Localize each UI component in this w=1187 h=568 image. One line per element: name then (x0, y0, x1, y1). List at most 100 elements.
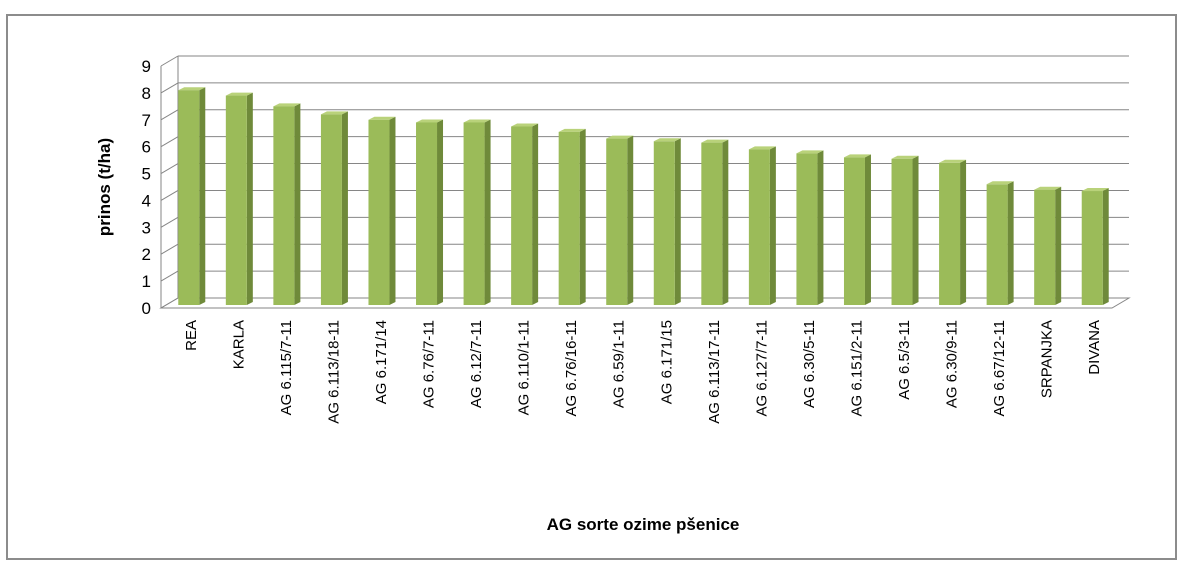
y-tick-label: 5 (142, 165, 151, 184)
y-tick-label: 3 (142, 218, 151, 237)
bar-side (722, 139, 729, 305)
x-tick-label: AG 6.115/7-11 (278, 320, 295, 415)
x-axis-title: AG sorte ozime pšenice (547, 515, 740, 534)
gridline-side (160, 82, 179, 94)
bar-chart: 0 1 2 3 4 5 6 7 8 9 REA KARLA AG 6.115/7-11 AG 6.113… (95, 55, 1131, 534)
bar-top (796, 150, 824, 154)
bar (320, 111, 348, 306)
bar-front (701, 142, 723, 305)
bar-front (463, 122, 485, 305)
x-tick-label: AG 6.151/2-11 (848, 320, 865, 416)
bar (606, 135, 634, 305)
x-tick-label: AG 6.110/1-11 (516, 320, 533, 415)
bar-front (558, 131, 580, 305)
bar-side (864, 154, 871, 305)
y-tick-label: 1 (142, 272, 151, 291)
axes (159, 56, 1131, 309)
bar-top (1034, 186, 1062, 190)
chart-area: 0 1 2 3 4 5 6 7 8 9 REA KARLA AG 6.115/7-11 AG 6.113… (6, 14, 1177, 560)
bar-top (511, 123, 539, 127)
bar-front (511, 126, 533, 305)
gridline-side (160, 163, 179, 174)
bar (1034, 186, 1062, 305)
gridline-side (160, 243, 179, 255)
bar-front (606, 138, 628, 305)
x-tick-label: DIVANA (1086, 320, 1103, 375)
bars (178, 87, 1109, 306)
bar-top (1081, 188, 1109, 192)
bar-top (606, 135, 634, 139)
bar-side (532, 123, 539, 305)
x-tick-label: AG 6.76/7-11 (421, 320, 438, 408)
bar-top (843, 154, 871, 158)
bar (1081, 188, 1109, 305)
bar-top (416, 119, 444, 123)
y-tick-labels: 0 1 2 3 4 5 6 7 8 9 (142, 57, 151, 318)
bar-top (653, 138, 681, 142)
bar-side (627, 135, 634, 305)
bar-side (817, 150, 824, 305)
x-tick-label: AG 6.30/9-11 (944, 320, 961, 408)
gridline-side (160, 55, 179, 67)
y-tick-label: 0 (142, 299, 151, 318)
x-tick-label: REA (183, 320, 200, 351)
bar (891, 155, 919, 305)
bar-side (389, 116, 396, 306)
bar (796, 150, 824, 305)
bar (653, 138, 681, 305)
bar-front (225, 95, 247, 305)
bar (939, 159, 967, 305)
bar (511, 123, 539, 305)
bar (273, 103, 301, 305)
bar (463, 119, 491, 305)
bar-side (579, 128, 586, 305)
x-tick-label: AG 6.127/7-11 (753, 320, 770, 416)
bar-front (273, 106, 295, 305)
bar (748, 146, 776, 305)
bar-front (748, 149, 770, 305)
bar-front (1081, 191, 1103, 305)
x-tick-label: AG 6.59/1-11 (611, 320, 628, 408)
bar-top (368, 116, 396, 120)
y-tick-label: 6 (142, 138, 151, 157)
bar-front (891, 158, 913, 305)
x-tick-label: KARLA (230, 320, 247, 369)
bar-front (320, 114, 342, 306)
bar-front (843, 157, 865, 305)
x-tick-label: AG 6.67/12-11 (991, 320, 1008, 416)
bar-top (558, 128, 586, 132)
bar-front (416, 122, 438, 305)
gridlines (160, 55, 1129, 309)
bar-front (939, 162, 961, 305)
bar-top (939, 159, 967, 163)
x-tick-labels: REA KARLA AG 6.115/7-11 AG 6.113/18-11 AG 6.… (183, 320, 1103, 424)
bar-front (796, 153, 818, 305)
bar-side (294, 103, 301, 305)
bar-side (199, 87, 206, 305)
bar-top (748, 146, 776, 150)
x-tick-label: AG 6.12/7-11 (468, 320, 485, 408)
bar (225, 92, 253, 305)
bar-top (463, 119, 491, 123)
x-tick-label: AG 6.171/14 (373, 320, 390, 404)
bar (558, 128, 586, 305)
y-tick-label: 9 (142, 57, 151, 76)
bar-top (178, 87, 206, 91)
y-tick-label: 7 (142, 111, 151, 130)
bar-top (986, 181, 1014, 185)
x-tick-label: SRPANJKA (1039, 320, 1056, 398)
y-axis-title: prinos (t/ha) (95, 138, 114, 236)
x-tick-label: AG 6.5/3-11 (896, 320, 913, 400)
gridline-side (160, 109, 179, 121)
bar-top (320, 111, 348, 115)
y-tick-label: 2 (142, 245, 151, 264)
gridline-side (160, 190, 179, 201)
bar (843, 154, 871, 305)
bar (178, 87, 206, 305)
bar-top (273, 103, 301, 107)
bar-side (246, 92, 253, 305)
x-tick-label: AG 6.113/17-11 (706, 320, 723, 424)
bar-side (769, 146, 776, 305)
bar-side (484, 119, 491, 305)
bar-side (437, 119, 444, 305)
